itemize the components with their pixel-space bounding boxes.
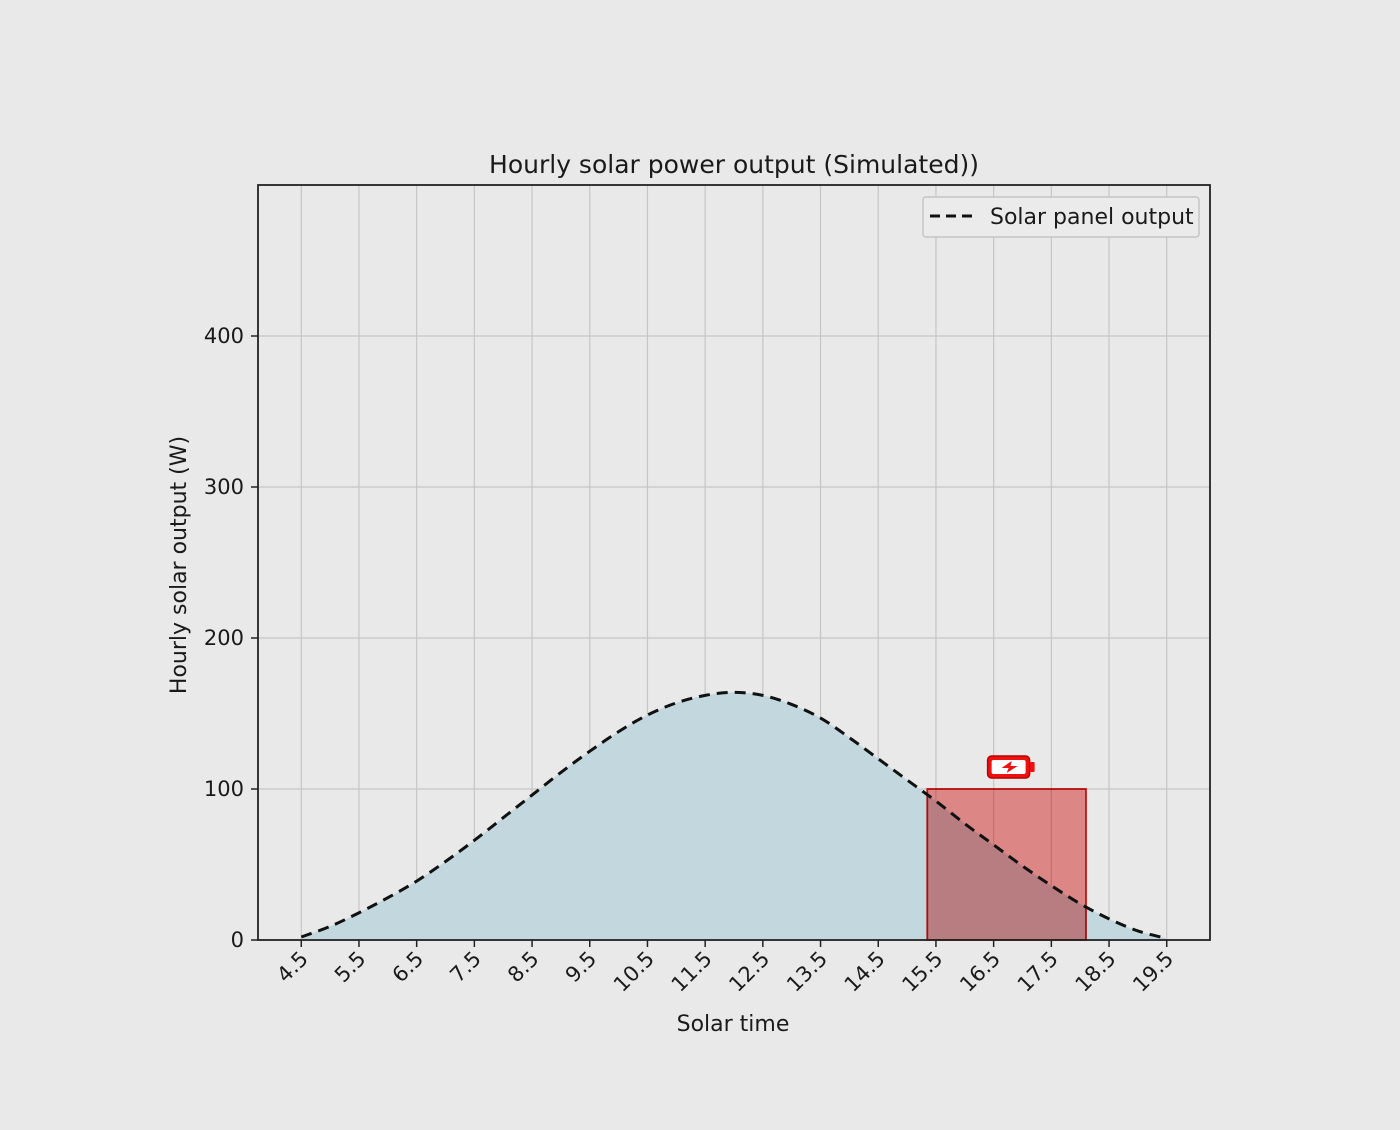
y-tick-label: 100 (204, 777, 244, 801)
x-tick-label: 16.5 (955, 947, 1005, 997)
y-axis-label: Hourly solar output (W) (167, 436, 192, 694)
legend-label: Solar panel output (990, 205, 1194, 230)
legend-box (922, 196, 1200, 238)
y-tick-label: 300 (204, 475, 244, 499)
x-tick-label: 11.5 (667, 947, 717, 997)
series-line (300, 690, 1168, 940)
x-tick-label: 15.5 (897, 947, 947, 997)
highlight-region (926, 788, 1087, 941)
legend: Solar panel output (922, 196, 1200, 238)
battery-charging-icon (986, 755, 1035, 779)
x-tick-label: 8.5 (503, 947, 544, 988)
plot-frame (257, 184, 1211, 941)
x-tick-label: 6.5 (388, 947, 429, 988)
x-tick-label: 10.5 (609, 947, 659, 997)
y-tick-label: 400 (204, 324, 244, 348)
x-tick-label: 5.5 (330, 947, 371, 988)
x-tick-label: 12.5 (724, 947, 774, 997)
y-tick-label: 200 (204, 626, 244, 650)
x-tick-label: 19.5 (1128, 947, 1178, 997)
y-tick-label: 0 (231, 928, 244, 952)
x-tick-label: 4.5 (272, 947, 313, 988)
x-tick-label: 7.5 (445, 947, 486, 988)
x-tick-label: 13.5 (782, 947, 832, 997)
x-tick-label: 18.5 (1071, 947, 1121, 997)
x-tick-label: 17.5 (1013, 947, 1063, 997)
x-tick-label: 9.5 (561, 947, 602, 988)
x-axis-label: Solar time (677, 1012, 790, 1037)
x-tick-label: 14.5 (840, 947, 890, 997)
chart-title: Hourly solar power output (Simulated)) (489, 150, 979, 179)
